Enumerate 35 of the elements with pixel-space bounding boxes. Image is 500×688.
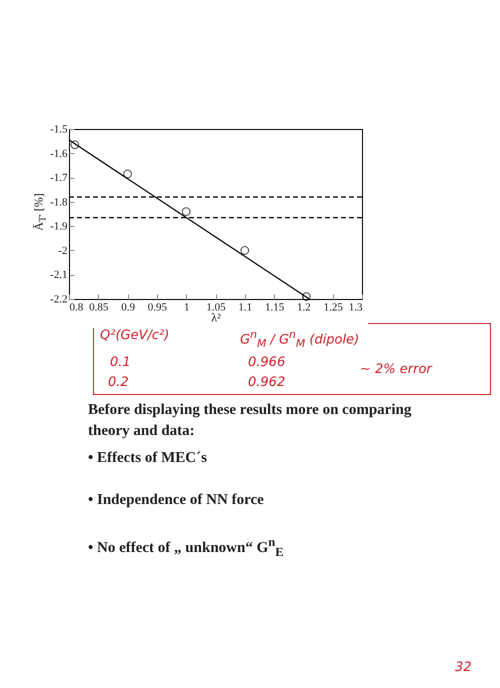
point (70, 140, 80, 150)
y-tick-label: -1.8 (50, 196, 68, 208)
point (123, 170, 132, 178)
x-tick-label: 1.1 (238, 302, 252, 314)
x-axis-title: λ² (211, 310, 222, 324)
y-tick-label: -1.5 (50, 124, 68, 136)
x-tick-label: 1 (184, 302, 190, 314)
text: Q²(GeV/c²) (100, 328, 170, 343)
y-tick-label: -2.2 (50, 294, 68, 306)
y-tick-label: -2 (58, 244, 68, 257)
text: 0.2 (108, 375, 129, 390)
text: • Independence of NN force (88, 492, 264, 509)
x-tick-label: 0.85 (89, 302, 109, 314)
x-tick-label: 0.9 (121, 302, 136, 314)
y-tick-label: -1.9 (50, 220, 68, 233)
text: G$^{n}$$_{M}$ / G$^{n}$$_{M}$ (dipole) (240, 328, 360, 350)
x-tick-label: 1.2 (297, 302, 311, 314)
text: 0.962 (248, 375, 286, 390)
text: 0.1 (110, 355, 131, 370)
x-tick-label: 1.05 (206, 302, 226, 314)
x-tick-label: 1.15 (264, 302, 285, 314)
x-tick-label: 0.95 (148, 302, 168, 314)
x-tick-label: 1.25 (324, 302, 344, 314)
text: ~ 2% error (360, 362, 432, 377)
x-tick-label: 1.3 (348, 302, 363, 314)
y-tick-label: -1.7 (50, 172, 68, 184)
text: 32 (455, 660, 472, 675)
point (240, 246, 250, 255)
text: Before displaying these results more on comparing theory and data: (88, 401, 412, 441)
y-tick-label: -1.6 (50, 148, 68, 160)
point (182, 207, 191, 216)
y-tick-label: -2.1 (50, 269, 68, 282)
text: 0.966 (248, 355, 286, 370)
text: • Effects of MEC´s (88, 450, 207, 467)
x-tick-label: 0.8 (70, 302, 84, 314)
